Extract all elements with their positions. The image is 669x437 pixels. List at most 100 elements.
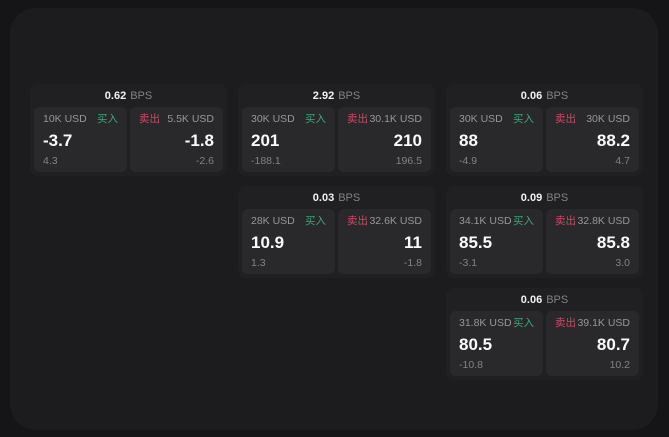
- buy-notional: 31.8K USD: [459, 317, 512, 329]
- sell-side-label: 卖出: [139, 113, 160, 125]
- bps-unit-label: BPS: [338, 89, 361, 102]
- buy-side-label: 买入: [305, 113, 326, 125]
- card-body: 31.8K USD 买入 80.5 -10.8 卖出 39.1K USD 80.…: [446, 311, 643, 380]
- buy-pane-top: 34.1K USD 买入: [459, 216, 534, 227]
- app-surface: 0.62 BPS 10K USD 买入 -3.7 4.3 卖出 5.5K USD: [10, 8, 658, 430]
- sell-delta: 3.0: [615, 256, 630, 269]
- card-header: 2.92 BPS: [238, 84, 435, 107]
- quote-card: 0.06 BPS 30K USD 买入 88 -4.9 卖出 30K USD: [446, 84, 643, 176]
- buy-pane[interactable]: 30K USD 买入 201 -188.1: [242, 107, 335, 172]
- sell-side-label: 卖出: [555, 113, 576, 125]
- buy-pane[interactable]: 28K USD 买入 10.9 1.3: [242, 209, 335, 274]
- sell-price: 85.8: [596, 233, 630, 252]
- card-body: 30K USD 买入 201 -188.1 卖出 30.1K USD 210 1…: [238, 107, 435, 176]
- buy-pane[interactable]: 31.8K USD 买入 80.5 -10.8: [450, 311, 543, 376]
- sell-delta: -2.6: [195, 154, 214, 167]
- buy-pane[interactable]: 10K USD 买入 -3.7 4.3: [34, 107, 127, 172]
- sell-side-label: 卖出: [555, 215, 576, 227]
- card-body: 30K USD 买入 88 -4.9 卖出 30K USD 88.2 4.7: [446, 107, 643, 176]
- bps-unit-label: BPS: [546, 89, 569, 102]
- sell-side-label: 卖出: [347, 113, 368, 125]
- bps-value: 2.92: [312, 89, 335, 102]
- card-body: 28K USD 买入 10.9 1.3 卖出 32.6K USD 11 -1.8: [238, 209, 435, 278]
- buy-delta: -10.8: [459, 358, 483, 371]
- buy-price: -3.7: [43, 131, 73, 150]
- buy-notional: 28K USD: [251, 215, 295, 227]
- buy-side-label: 买入: [513, 113, 534, 125]
- card-header: 0.09 BPS: [446, 186, 643, 209]
- card-header: 0.06 BPS: [446, 288, 643, 311]
- buy-side-label: 买入: [513, 215, 534, 227]
- sell-delta: 196.5: [395, 154, 422, 167]
- bps-value: 0.62: [104, 89, 127, 102]
- sell-pane-top: 卖出 30K USD: [555, 114, 630, 125]
- bps-value: 0.03: [312, 191, 335, 204]
- sell-pane[interactable]: 卖出 32.6K USD 11 -1.8: [338, 209, 431, 274]
- buy-notional: 10K USD: [43, 113, 87, 125]
- sell-pane-top: 卖出 30.1K USD: [347, 114, 422, 125]
- sell-pane[interactable]: 卖出 39.1K USD 80.7 10.2: [546, 311, 639, 376]
- buy-delta: -188.1: [251, 154, 281, 167]
- bps-value: 0.06: [520, 89, 543, 102]
- sell-notional: 30.1K USD: [369, 113, 422, 125]
- buy-pane[interactable]: 34.1K USD 买入 85.5 -3.1: [450, 209, 543, 274]
- sell-price: 88.2: [596, 131, 630, 150]
- sell-side-label: 卖出: [347, 215, 368, 227]
- bps-value: 0.06: [520, 293, 543, 306]
- buy-delta: -3.1: [459, 256, 478, 269]
- sell-side-label: 卖出: [555, 317, 576, 329]
- sell-delta: -1.8: [403, 256, 422, 269]
- buy-side-label: 买入: [97, 113, 118, 125]
- sell-price: -1.8: [184, 131, 214, 150]
- quote-card: 2.92 BPS 30K USD 买入 201 -188.1 卖出 30.1K …: [238, 84, 435, 176]
- quote-card: 0.09 BPS 34.1K USD 买入 85.5 -3.1 卖出 32.8K…: [446, 186, 643, 278]
- sell-price: 11: [404, 233, 422, 252]
- sell-pane-top: 卖出 32.6K USD: [347, 216, 422, 227]
- bps-unit-label: BPS: [546, 293, 569, 306]
- sell-pane[interactable]: 卖出 5.5K USD -1.8 -2.6: [130, 107, 223, 172]
- buy-pane-top: 30K USD 买入: [251, 114, 326, 125]
- buy-notional: 30K USD: [459, 113, 503, 125]
- buy-pane[interactable]: 30K USD 买入 88 -4.9: [450, 107, 543, 172]
- card-header: 0.62 BPS: [30, 84, 227, 107]
- sell-notional: 30K USD: [586, 113, 630, 125]
- buy-pane-top: 10K USD 买入: [43, 114, 118, 125]
- sell-price: 80.7: [596, 335, 630, 354]
- buy-side-label: 买入: [305, 215, 326, 227]
- quote-card: 0.03 BPS 28K USD 买入 10.9 1.3 卖出 32.6K US…: [238, 186, 435, 278]
- buy-side-label: 买入: [513, 317, 534, 329]
- bps-unit-label: BPS: [338, 191, 361, 204]
- buy-notional: 30K USD: [251, 113, 295, 125]
- bps-unit-label: BPS: [130, 89, 153, 102]
- card-header: 0.03 BPS: [238, 186, 435, 209]
- quote-card: 0.62 BPS 10K USD 买入 -3.7 4.3 卖出 5.5K USD: [30, 84, 227, 176]
- sell-pane[interactable]: 卖出 30.1K USD 210 196.5: [338, 107, 431, 172]
- sell-notional: 32.6K USD: [369, 215, 422, 227]
- quote-card: 0.06 BPS 31.8K USD 买入 80.5 -10.8 卖出 39.1…: [446, 288, 643, 380]
- sell-notional: 39.1K USD: [577, 317, 630, 329]
- sell-pane-top: 卖出 5.5K USD: [139, 114, 214, 125]
- buy-notional: 34.1K USD: [459, 215, 512, 227]
- sell-notional: 5.5K USD: [167, 113, 214, 125]
- buy-price: 201: [251, 131, 280, 150]
- buy-price: 88: [459, 131, 478, 150]
- sell-pane-top: 卖出 32.8K USD: [555, 216, 630, 227]
- sell-pane[interactable]: 卖出 32.8K USD 85.8 3.0: [546, 209, 639, 274]
- sell-pane-top: 卖出 39.1K USD: [555, 318, 630, 329]
- buy-delta: 1.3: [251, 256, 266, 269]
- sell-price: 210: [393, 131, 422, 150]
- card-body: 10K USD 买入 -3.7 4.3 卖出 5.5K USD -1.8 -2.…: [30, 107, 227, 176]
- buy-delta: 4.3: [43, 154, 58, 167]
- quote-card-grid: 0.62 BPS 10K USD 买入 -3.7 4.3 卖出 5.5K USD: [30, 84, 643, 380]
- sell-notional: 32.8K USD: [577, 215, 630, 227]
- buy-pane-top: 31.8K USD 买入: [459, 318, 534, 329]
- buy-price: 85.5: [459, 233, 493, 252]
- card-body: 34.1K USD 买入 85.5 -3.1 卖出 32.8K USD 85.8…: [446, 209, 643, 278]
- sell-pane[interactable]: 卖出 30K USD 88.2 4.7: [546, 107, 639, 172]
- buy-pane-top: 30K USD 买入: [459, 114, 534, 125]
- bps-value: 0.09: [520, 191, 543, 204]
- buy-pane-top: 28K USD 买入: [251, 216, 326, 227]
- sell-delta: 4.7: [615, 154, 630, 167]
- card-header: 0.06 BPS: [446, 84, 643, 107]
- sell-delta: 10.2: [609, 358, 630, 371]
